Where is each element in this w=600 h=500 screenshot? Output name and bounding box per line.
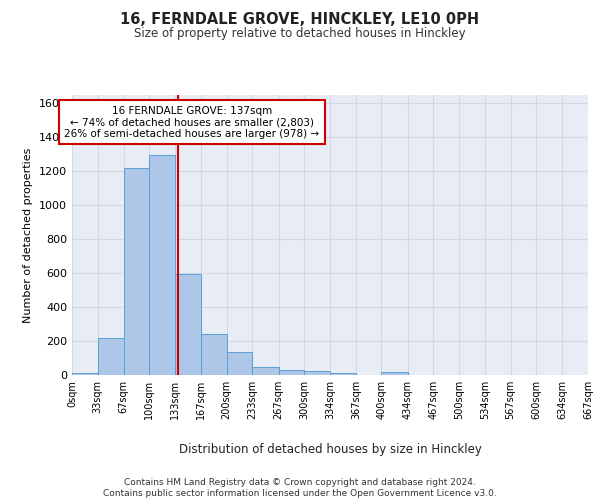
- Y-axis label: Number of detached properties: Number of detached properties: [23, 148, 34, 322]
- Text: 16 FERNDALE GROVE: 137sqm
← 74% of detached houses are smaller (2,803)
26% of se: 16 FERNDALE GROVE: 137sqm ← 74% of detac…: [64, 106, 319, 139]
- Bar: [278, 370, 304, 375]
- Bar: [98, 338, 124, 375]
- Text: 16, FERNDALE GROVE, HINCKLEY, LE10 0PH: 16, FERNDALE GROVE, HINCKLEY, LE10 0PH: [121, 12, 479, 28]
- Text: Contains HM Land Registry data © Crown copyright and database right 2024.
Contai: Contains HM Land Registry data © Crown c…: [103, 478, 497, 498]
- Bar: [227, 352, 252, 375]
- Bar: [124, 168, 149, 375]
- Bar: [72, 374, 98, 375]
- Bar: [201, 334, 227, 375]
- Bar: [175, 274, 201, 375]
- Bar: [382, 372, 408, 375]
- Bar: [331, 374, 356, 375]
- Bar: [252, 366, 278, 375]
- Text: Distribution of detached houses by size in Hinckley: Distribution of detached houses by size …: [179, 442, 481, 456]
- Bar: [304, 371, 331, 375]
- Bar: [149, 155, 175, 375]
- Text: Size of property relative to detached houses in Hinckley: Size of property relative to detached ho…: [134, 28, 466, 40]
